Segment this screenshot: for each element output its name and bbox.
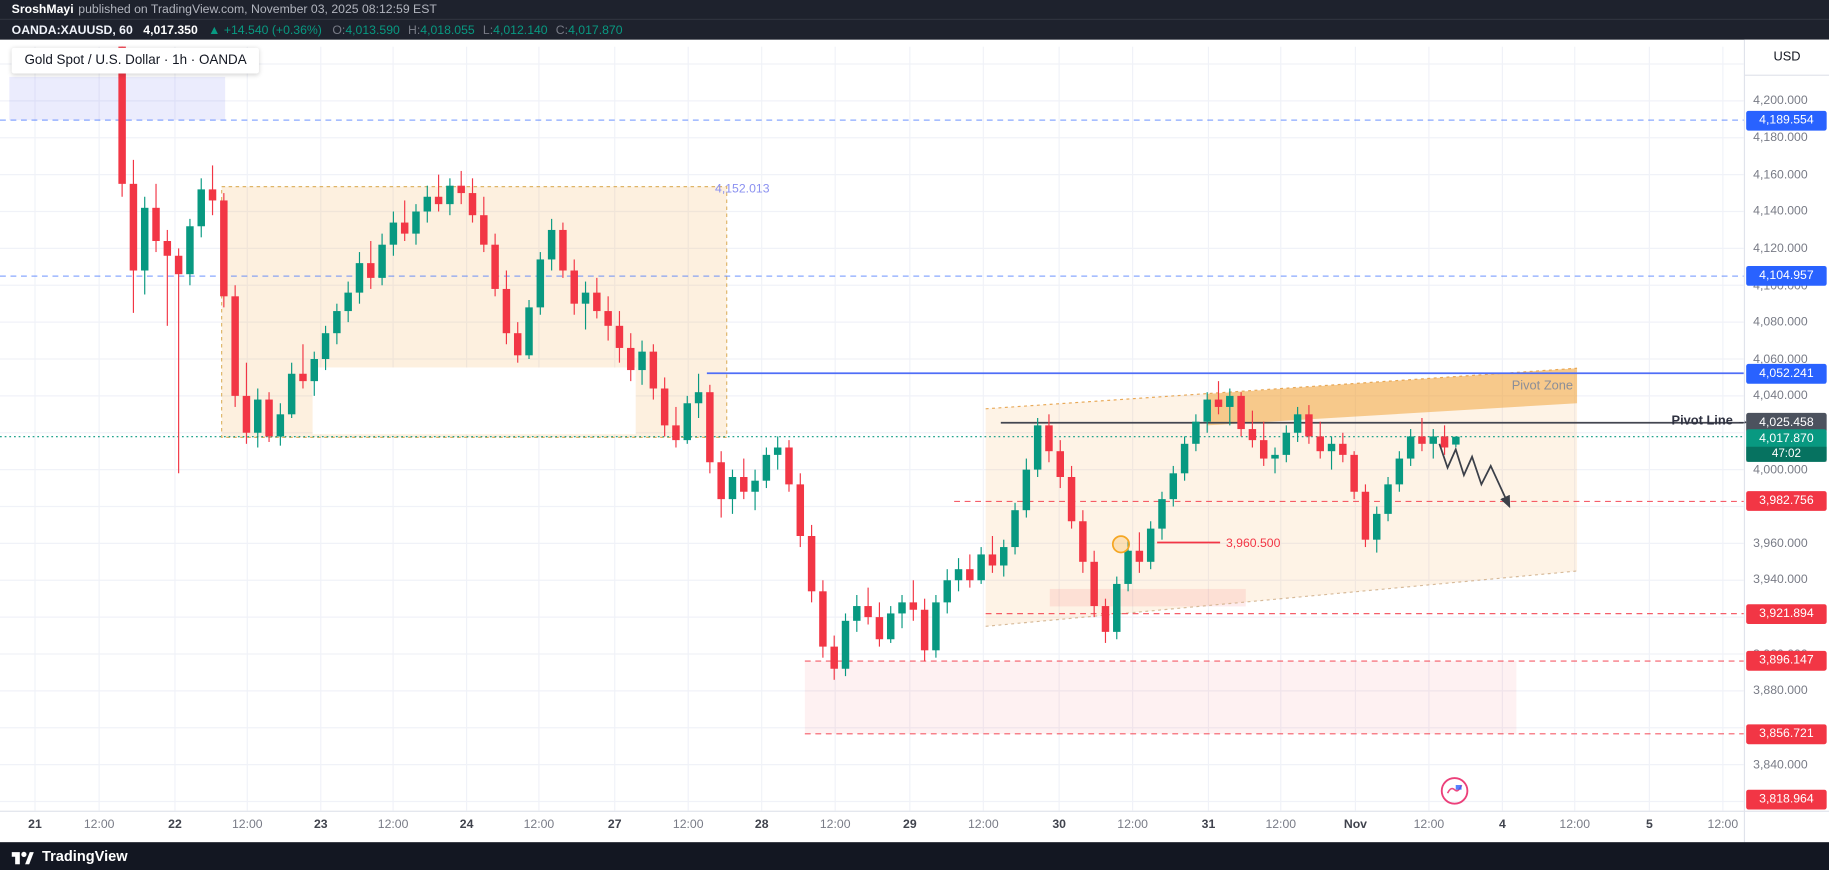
time-tick: 12:00 xyxy=(83,817,115,832)
time-tick: 12:00 xyxy=(672,817,704,832)
high-value: 4,018.055 xyxy=(420,22,475,37)
publish-info-bar: SroshMayi published on TradingView.com, … xyxy=(0,0,1829,20)
price-tick: 3,940.000 xyxy=(1753,573,1808,588)
price-change: ▲ +14.540 (+0.36%) xyxy=(208,22,322,37)
price-badge: 3,896.147 xyxy=(1746,651,1827,672)
open-value: 4,013.590 xyxy=(345,22,400,37)
price-label-3960500: 3,960.500 xyxy=(1225,536,1281,551)
open-label: O xyxy=(332,22,342,37)
price-badge: 4,104.957 xyxy=(1746,266,1827,287)
pivot-line-label: Pivot Line → xyxy=(1671,414,1750,429)
price-tick: 4,160.000 xyxy=(1753,167,1808,182)
time-tick: 22 xyxy=(168,817,182,832)
time-tick: 30 xyxy=(1052,817,1066,832)
time-tick: 21 xyxy=(28,817,42,832)
last-price: 4,017.350 xyxy=(143,22,198,37)
price-tick: 4,040.000 xyxy=(1753,388,1808,403)
price-badge: 4,052.241 xyxy=(1746,363,1827,384)
symbol-info-bar: OANDA:XAUUSD, 60 4,017.350 ▲ +14.540 (+0… xyxy=(0,19,1829,40)
publisher-name[interactable]: SroshMayi xyxy=(11,2,74,17)
time-tick: 12:00 xyxy=(1413,817,1445,832)
close-label: C xyxy=(555,22,565,37)
price-tick: 4,120.000 xyxy=(1753,241,1808,256)
symbol-title[interactable]: OANDA:XAUUSD, 60 xyxy=(11,22,133,37)
time-tick: 27 xyxy=(607,817,622,832)
time-tick: 12:00 xyxy=(1265,817,1297,832)
close-value: 4,017.870 xyxy=(568,22,623,37)
time-tick: 28 xyxy=(754,817,769,832)
stamp-icon xyxy=(1438,775,1471,808)
time-tick: 29 xyxy=(903,817,917,832)
price-tick: 3,880.000 xyxy=(1753,683,1808,698)
tradingview-logo[interactable] xyxy=(11,849,34,864)
time-tick: 12:00 xyxy=(1117,817,1148,832)
price-axis-currency: USD xyxy=(1745,39,1829,76)
chart-canvas[interactable] xyxy=(0,46,1744,811)
price-badge: 3,818.964 xyxy=(1746,789,1827,810)
time-tick: 24 xyxy=(459,817,474,832)
time-tick: 12:00 xyxy=(523,817,555,832)
price-tick: 4,000.000 xyxy=(1753,462,1808,477)
chart-legend[interactable]: Gold Spot / U.S. Dollar · 1h · OANDA xyxy=(11,47,260,74)
price-badge: 3,921.894 xyxy=(1746,603,1827,624)
time-tick: 4 xyxy=(1498,817,1506,832)
time-tick: Nov xyxy=(1343,817,1367,832)
ohlc-readout: O:4,013.590 H:4,018.055 L:4,012.140 C:4,… xyxy=(332,22,623,37)
time-tick: 12:00 xyxy=(1559,817,1591,832)
price-tick: 4,140.000 xyxy=(1753,204,1808,219)
price-badge: 3,856.721 xyxy=(1746,723,1827,744)
low-value: 4,012.140 xyxy=(493,22,548,37)
publish-text: published on TradingView.com, November 0… xyxy=(78,2,437,17)
price-label-4152013: 4,152.013 xyxy=(715,181,770,196)
tradingview-footer: TradingView xyxy=(0,842,1829,870)
price-tick: 4,060.000 xyxy=(1753,351,1808,366)
time-tick: 31 xyxy=(1201,817,1216,832)
time-axis[interactable]: 21 12:00 22 12:00 23 12:00 24 12:00 27 12:00 28 12:… xyxy=(0,810,1829,844)
price-badge: 4,189.554 xyxy=(1746,110,1827,131)
time-tick: 12:00 xyxy=(967,817,999,832)
time-tick: 12:00 xyxy=(377,817,409,832)
price-badge: 3,982.756 xyxy=(1746,491,1827,512)
price-tick: 4,200.000 xyxy=(1753,93,1808,108)
price-tick: 4,080.000 xyxy=(1753,315,1808,330)
price-badge: 4,025.458 xyxy=(1746,412,1827,433)
time-tick: 23 xyxy=(313,817,328,832)
price-axis-border xyxy=(1743,39,1746,843)
tradingview-wordmark: TradingView xyxy=(41,848,128,865)
price-tick: 4,180.000 xyxy=(1753,130,1808,145)
time-tick: 5 xyxy=(1645,817,1653,832)
high-label: H xyxy=(407,22,417,37)
current-price-badge: 4,017.870 47:02 xyxy=(1746,429,1827,463)
time-tick: 12:00 xyxy=(1707,817,1739,832)
pivot-zone-label: Pivot Zone xyxy=(1511,379,1574,394)
time-tick: 12:00 xyxy=(231,817,263,832)
price-tick: 3,840.000 xyxy=(1753,757,1808,772)
low-label: L xyxy=(482,22,490,37)
price-tick: 3,960.000 xyxy=(1753,536,1808,551)
time-tick: 12:00 xyxy=(819,817,851,832)
